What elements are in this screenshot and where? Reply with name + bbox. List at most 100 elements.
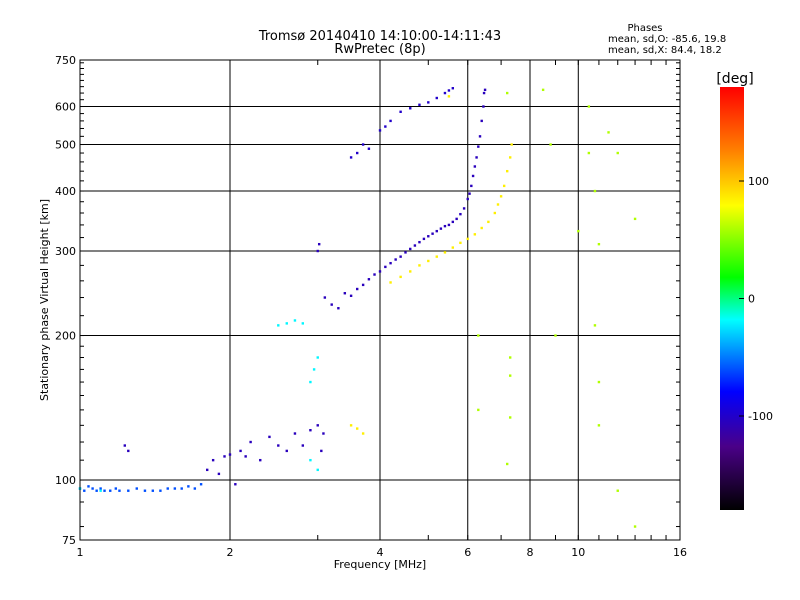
x-tick-label: 6 — [464, 546, 471, 559]
data-point — [249, 440, 252, 444]
data-point — [409, 107, 412, 110]
data-point — [455, 217, 458, 221]
data-point — [95, 489, 98, 492]
data-point — [473, 165, 477, 168]
data-point — [427, 101, 430, 104]
data-point — [91, 487, 94, 490]
data-point — [480, 119, 483, 123]
y-axis-ticks: 75 100 200 300 400 500 600 750 — [55, 54, 680, 547]
data-point — [577, 229, 580, 233]
phase-stats-o: mean, sd,O: -85.6, 19.8 — [608, 34, 726, 45]
data-point — [468, 192, 471, 195]
data-point — [277, 444, 280, 447]
data-point — [508, 156, 512, 159]
data-point — [505, 462, 509, 466]
data-point — [451, 246, 455, 249]
data-point — [330, 303, 333, 306]
data-point — [587, 151, 591, 155]
data-point — [447, 223, 451, 227]
data-point — [223, 455, 226, 458]
data-point — [443, 251, 447, 254]
data-point — [510, 143, 513, 146]
series-sparse-high-frequency — [477, 88, 637, 528]
data-point — [118, 489, 121, 492]
data-point — [439, 227, 443, 230]
chart-subtitle: RwPretec (8p) — [334, 42, 425, 57]
data-point — [173, 487, 177, 490]
data-point — [413, 244, 417, 247]
series-f2-multihop — [349, 87, 455, 159]
data-point — [470, 184, 473, 188]
data-point — [482, 105, 485, 108]
data-point — [487, 220, 490, 224]
data-point — [277, 324, 280, 327]
data-point — [103, 489, 106, 492]
data-point — [349, 156, 353, 159]
data-point — [244, 455, 247, 458]
data-point — [409, 270, 412, 273]
data-point — [451, 87, 455, 90]
data-point — [541, 88, 545, 92]
data-point — [587, 105, 591, 108]
x-tick-label: 1 — [77, 546, 84, 559]
data-point — [466, 237, 469, 241]
y-tick-label: 500 — [55, 139, 76, 152]
data-point — [389, 119, 392, 123]
data-point — [234, 483, 237, 486]
data-point — [597, 424, 601, 427]
x-axis-label: Frequency [MHz] — [334, 558, 426, 571]
data-point — [316, 356, 319, 359]
data-point — [435, 229, 438, 233]
data-point — [285, 322, 288, 325]
data-point — [301, 444, 305, 447]
data-point — [322, 432, 325, 435]
data-point — [217, 472, 221, 476]
x-tick-label: 2 — [227, 546, 234, 559]
data-point — [480, 226, 483, 230]
series-o-trace-e-f1-region — [123, 88, 487, 486]
x-axis-ticks: 1 2 4 6 8 10 16 — [77, 60, 687, 559]
data-point — [211, 458, 215, 462]
data-point — [549, 143, 552, 146]
data-point — [508, 416, 512, 419]
colorbar-tick-label: 100 — [748, 175, 769, 188]
data-point — [389, 261, 392, 265]
data-point — [616, 151, 619, 155]
data-point — [309, 380, 312, 384]
data-point — [199, 483, 203, 486]
data-point — [135, 487, 138, 490]
series-o-trace-low — [78, 483, 203, 492]
data-point — [309, 429, 312, 432]
data-point — [482, 91, 486, 95]
data-point — [475, 156, 478, 159]
data-point — [127, 489, 130, 492]
data-point — [349, 294, 353, 297]
data-point — [180, 487, 183, 490]
data-point — [127, 449, 130, 453]
data-point — [87, 485, 90, 488]
data-point — [508, 356, 512, 359]
data-point — [505, 169, 509, 173]
data-point — [349, 424, 353, 427]
data-point — [502, 184, 506, 188]
y-tick-label: 600 — [55, 101, 76, 114]
y-axis-label: Stationary phase Virtual Height [km] — [38, 199, 51, 401]
data-point — [435, 96, 438, 100]
x-tick-label: 10 — [571, 546, 585, 559]
data-point — [597, 242, 601, 246]
data-point — [373, 273, 376, 276]
data-point — [616, 489, 619, 492]
colorbar-ticks: 100 0 -100 — [739, 175, 773, 423]
data-point — [633, 217, 637, 221]
data-point — [477, 334, 480, 337]
data-point — [505, 91, 509, 95]
data-point — [309, 458, 312, 462]
y-tick-label: 100 — [55, 474, 76, 487]
data-point — [493, 211, 497, 215]
phase-stats-x: mean, sd,X: 84.4, 18.2 — [608, 45, 722, 56]
data-point — [323, 296, 327, 299]
data-point — [239, 449, 242, 453]
data-point — [418, 103, 421, 106]
data-point — [99, 487, 102, 490]
